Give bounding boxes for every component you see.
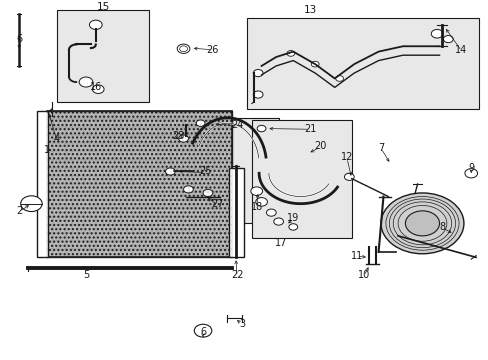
Circle shape xyxy=(92,85,104,94)
Text: 18: 18 xyxy=(250,202,262,212)
Circle shape xyxy=(253,91,263,98)
Polygon shape xyxy=(47,111,232,257)
Bar xyxy=(37,111,48,257)
Circle shape xyxy=(255,198,267,206)
Text: 11: 11 xyxy=(350,251,362,261)
Circle shape xyxy=(430,30,442,38)
Circle shape xyxy=(335,76,343,81)
Circle shape xyxy=(89,20,102,30)
Text: 9: 9 xyxy=(467,163,473,173)
Circle shape xyxy=(79,77,93,87)
Circle shape xyxy=(178,135,188,142)
Circle shape xyxy=(179,46,187,51)
Bar xyxy=(251,120,351,238)
Circle shape xyxy=(273,218,283,225)
Circle shape xyxy=(286,50,294,56)
Circle shape xyxy=(196,120,204,126)
Text: 4: 4 xyxy=(54,134,60,144)
Text: 22: 22 xyxy=(230,270,243,280)
Text: 13: 13 xyxy=(303,5,316,15)
Bar xyxy=(57,10,149,102)
Circle shape xyxy=(20,196,42,212)
Text: 23: 23 xyxy=(172,131,184,141)
Circle shape xyxy=(253,69,263,77)
Text: 12: 12 xyxy=(340,152,352,162)
Circle shape xyxy=(183,186,193,193)
Circle shape xyxy=(266,209,276,216)
Text: 10: 10 xyxy=(357,270,369,280)
Text: 17: 17 xyxy=(274,238,286,248)
Text: 6: 6 xyxy=(200,328,206,337)
Circle shape xyxy=(257,125,265,132)
Text: 14: 14 xyxy=(454,45,467,55)
Text: 27: 27 xyxy=(211,199,224,209)
Circle shape xyxy=(203,189,212,197)
Circle shape xyxy=(464,168,477,178)
Text: 15: 15 xyxy=(96,2,109,12)
Circle shape xyxy=(380,193,463,254)
Circle shape xyxy=(250,187,262,195)
Circle shape xyxy=(194,324,211,337)
Circle shape xyxy=(177,44,189,53)
Text: 16: 16 xyxy=(89,82,102,93)
Text: 21: 21 xyxy=(304,123,316,134)
Text: 7: 7 xyxy=(377,143,384,153)
Text: 1: 1 xyxy=(44,145,50,155)
Text: 26: 26 xyxy=(206,45,219,55)
Text: 3: 3 xyxy=(239,319,244,329)
Circle shape xyxy=(288,224,297,230)
Circle shape xyxy=(344,173,353,180)
Text: 6: 6 xyxy=(16,34,22,44)
Text: 19: 19 xyxy=(286,213,299,223)
Bar xyxy=(246,18,478,109)
Text: 25: 25 xyxy=(199,166,211,176)
Text: 24: 24 xyxy=(230,120,243,130)
Text: 8: 8 xyxy=(438,222,444,232)
Circle shape xyxy=(165,168,175,175)
Bar xyxy=(228,168,244,257)
Text: 2: 2 xyxy=(16,206,22,216)
Circle shape xyxy=(405,211,439,236)
Circle shape xyxy=(443,36,452,43)
Text: 5: 5 xyxy=(83,270,89,280)
Circle shape xyxy=(311,61,319,67)
Text: 20: 20 xyxy=(313,141,325,152)
Bar xyxy=(161,118,278,223)
